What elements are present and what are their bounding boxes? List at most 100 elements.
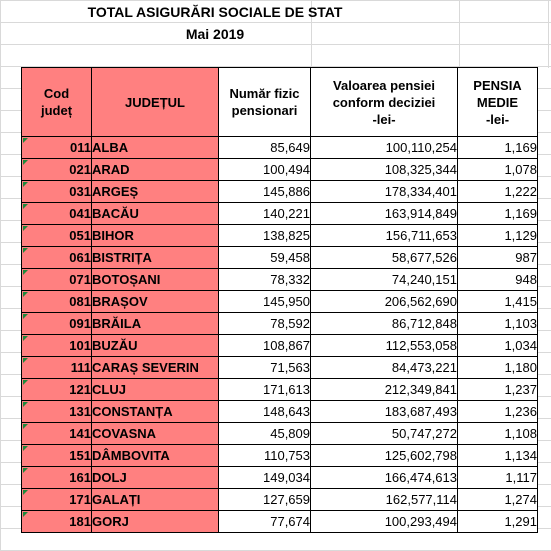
county-code-cell[interactable]: 041 [21, 202, 92, 225]
county-code-cell[interactable]: 071 [21, 268, 92, 291]
pension-value-cell[interactable]: 178,334,401 [310, 180, 458, 203]
county-name-cell[interactable]: ALBA [91, 136, 219, 159]
county-code-cell[interactable]: 081 [21, 290, 92, 313]
county-code-cell[interactable]: 021 [21, 158, 92, 181]
county-code-cell[interactable]: 031 [21, 180, 92, 203]
pension-value-cell[interactable]: 74,240,151 [310, 268, 458, 291]
table-row: 161 DOLJ 149,034 166,474,613 1,117 [21, 466, 538, 489]
pension-value-cell[interactable]: 58,677,526 [310, 246, 458, 269]
county-code-cell[interactable]: 121 [21, 378, 92, 401]
average-pension-cell[interactable]: 1,034 [457, 334, 538, 357]
pension-value-cell[interactable]: 183,687,493 [310, 400, 458, 423]
pensioners-cell[interactable]: 71,563 [218, 356, 311, 379]
table-row: 111 CARAȘ SEVERIN 71,563 84,473,221 1,180 [21, 356, 538, 379]
table-row: 141 COVASNA 45,809 50,747,272 1,108 [21, 422, 538, 445]
county-name-cell[interactable]: CONSTANȚA [91, 400, 219, 423]
table-row: 171 GALAȚI 127,659 162,577,114 1,274 [21, 488, 538, 511]
county-code-cell[interactable]: 161 [21, 466, 92, 489]
county-name-cell[interactable]: BACĂU [91, 202, 219, 225]
average-pension-cell[interactable]: 1,169 [457, 202, 538, 225]
average-pension-cell[interactable]: 1,129 [457, 224, 538, 247]
county-code-cell[interactable]: 111 [21, 356, 92, 379]
county-name-cell[interactable]: GALAȚI [91, 488, 219, 511]
average-pension-cell[interactable]: 1,222 [457, 180, 538, 203]
county-name-cell[interactable]: BRAȘOV [91, 290, 219, 313]
pensioners-cell[interactable]: 171,613 [218, 378, 311, 401]
average-pension-cell[interactable]: 1,078 [457, 158, 538, 181]
pension-value-cell[interactable]: 112,553,058 [310, 334, 458, 357]
county-name-cell[interactable]: CARAȘ SEVERIN [91, 356, 219, 379]
pensioners-cell[interactable]: 77,674 [218, 510, 311, 533]
county-code-cell[interactable]: 181 [21, 510, 92, 533]
pensioners-cell[interactable]: 110,753 [218, 444, 311, 467]
pension-value-cell[interactable]: 86,712,848 [310, 312, 458, 335]
header-county[interactable]: JUDEȚUL [91, 67, 219, 137]
pension-value-cell[interactable]: 212,349,841 [310, 378, 458, 401]
county-code-cell[interactable]: 051 [21, 224, 92, 247]
pension-value-cell[interactable]: 206,562,690 [310, 290, 458, 313]
county-name-cell[interactable]: GORJ [91, 510, 219, 533]
average-pension-cell[interactable]: 1,237 [457, 378, 538, 401]
county-name-cell[interactable]: BIHOR [91, 224, 219, 247]
county-name-cell[interactable]: BUZĂU [91, 334, 219, 357]
pension-value-cell[interactable]: 166,474,613 [310, 466, 458, 489]
pensioners-cell[interactable]: 145,886 [218, 180, 311, 203]
county-code-cell[interactable]: 131 [21, 400, 92, 423]
average-pension-cell[interactable]: 1,415 [457, 290, 538, 313]
county-name-cell[interactable]: COVASNA [91, 422, 219, 445]
pensioners-cell[interactable]: 85,649 [218, 136, 311, 159]
pensioners-cell[interactable]: 45,809 [218, 422, 311, 445]
county-name-cell[interactable]: DÂMBOVITA [91, 444, 219, 467]
average-pension-cell[interactable]: 948 [457, 268, 538, 291]
pension-value-cell[interactable]: 100,293,494 [310, 510, 458, 533]
county-code-cell[interactable]: 171 [21, 488, 92, 511]
pension-value-cell[interactable]: 84,473,221 [310, 356, 458, 379]
county-name-cell[interactable]: ARGEȘ [91, 180, 219, 203]
header-average-pension[interactable]: PENSIA MEDIE -lei- [457, 67, 538, 137]
header-pension-value[interactable]: Valoarea pensiei conform deciziei -lei- [310, 67, 458, 137]
average-pension-cell[interactable]: 1,236 [457, 400, 538, 423]
county-name-cell[interactable]: ARAD [91, 158, 219, 181]
pensioners-cell[interactable]: 138,825 [218, 224, 311, 247]
average-pension-cell[interactable]: 1,117 [457, 466, 538, 489]
county-name-cell[interactable]: DOLJ [91, 466, 219, 489]
pensioners-cell[interactable]: 149,034 [218, 466, 311, 489]
average-pension-cell[interactable]: 1,103 [457, 312, 538, 335]
header-pensioners[interactable]: Număr fizic pensionari [218, 67, 311, 137]
pensioners-cell[interactable]: 140,221 [218, 202, 311, 225]
county-code-cell[interactable]: 141 [21, 422, 92, 445]
pensioners-cell[interactable]: 145,950 [218, 290, 311, 313]
pensioners-cell[interactable]: 59,458 [218, 246, 311, 269]
pension-value-cell[interactable]: 100,110,254 [310, 136, 458, 159]
header-row: Cod județ JUDEȚUL Număr fizic pensionari… [21, 67, 538, 137]
pension-value-cell[interactable]: 156,711,653 [310, 224, 458, 247]
average-pension-cell[interactable]: 1,180 [457, 356, 538, 379]
average-pension-cell[interactable]: 1,134 [457, 444, 538, 467]
county-code-cell[interactable]: 101 [21, 334, 92, 357]
pensioners-cell[interactable]: 148,643 [218, 400, 311, 423]
average-pension-cell[interactable]: 1,291 [457, 510, 538, 533]
county-code-cell[interactable]: 151 [21, 444, 92, 467]
pensioners-cell[interactable]: 100,494 [218, 158, 311, 181]
pension-value-cell[interactable]: 108,325,344 [310, 158, 458, 181]
county-code-cell[interactable]: 091 [21, 312, 92, 335]
average-pension-cell[interactable]: 1,108 [457, 422, 538, 445]
county-name-cell[interactable]: BISTRIȚA [91, 246, 219, 269]
pensioners-cell[interactable]: 127,659 [218, 488, 311, 511]
pension-value-cell[interactable]: 125,602,798 [310, 444, 458, 467]
pensioners-cell[interactable]: 108,867 [218, 334, 311, 357]
county-code-cell[interactable]: 011 [21, 136, 92, 159]
pensioners-cell[interactable]: 78,592 [218, 312, 311, 335]
pension-value-cell[interactable]: 162,577,114 [310, 488, 458, 511]
header-county-code[interactable]: Cod județ [21, 67, 92, 137]
county-name-cell[interactable]: CLUJ [91, 378, 219, 401]
pension-value-cell[interactable]: 163,914,849 [310, 202, 458, 225]
county-name-cell[interactable]: BRĂILA [91, 312, 219, 335]
pension-value-cell[interactable]: 50,747,272 [310, 422, 458, 445]
average-pension-cell[interactable]: 987 [457, 246, 538, 269]
average-pension-cell[interactable]: 1,274 [457, 488, 538, 511]
county-code-cell[interactable]: 061 [21, 246, 92, 269]
average-pension-cell[interactable]: 1,169 [457, 136, 538, 159]
pensioners-cell[interactable]: 78,332 [218, 268, 311, 291]
county-name-cell[interactable]: BOTOȘANI [91, 268, 219, 291]
